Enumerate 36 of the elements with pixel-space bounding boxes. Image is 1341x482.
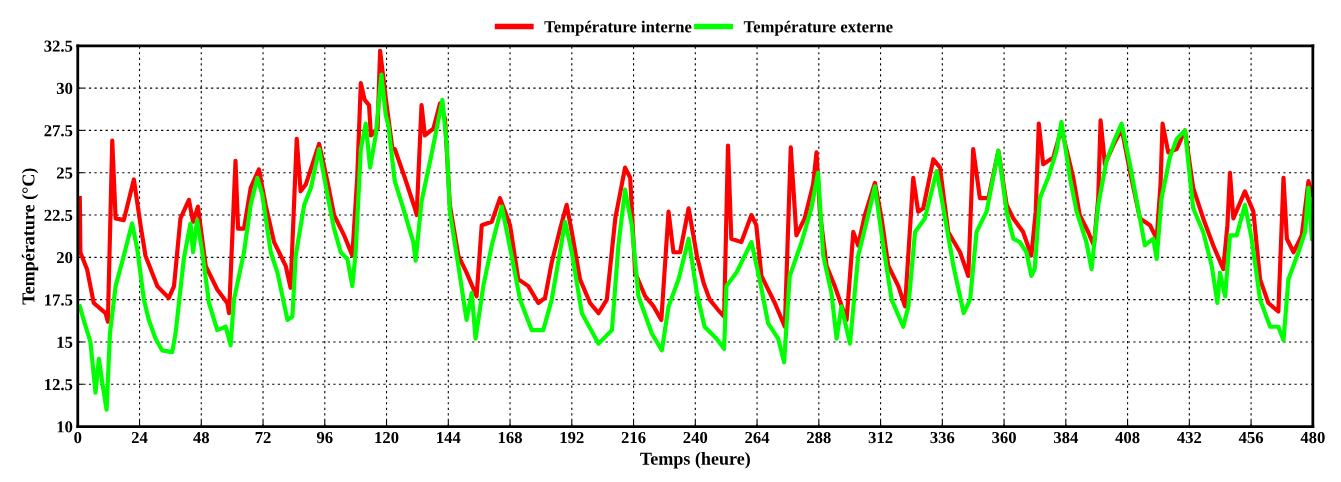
y-tick-label: 15 bbox=[57, 336, 73, 348]
x-tick-label: 48 bbox=[193, 431, 210, 444]
x-tick-label: 24 bbox=[131, 431, 148, 443]
x-tick-label: 336 bbox=[930, 431, 955, 444]
y-axis-title: Température (°C) bbox=[21, 168, 39, 305]
x-tick-label: 0 bbox=[74, 431, 82, 444]
y-tick-label: 25 bbox=[56, 167, 73, 179]
x-tick-label: 264 bbox=[745, 431, 770, 444]
x-tick-label: 144 bbox=[437, 431, 461, 443]
y-tick-label: 27.5 bbox=[44, 125, 73, 137]
x-tick-label: 96 bbox=[316, 431, 333, 444]
x-tick-label: 168 bbox=[498, 431, 522, 444]
x-tick-label: 312 bbox=[868, 431, 893, 444]
y-tick-label: 12.5 bbox=[45, 379, 73, 391]
x-tick-label: 480 bbox=[1300, 431, 1325, 444]
y-tick-label: 32.5 bbox=[44, 40, 73, 52]
x-tick-label: 288 bbox=[807, 431, 831, 444]
legend-label: Température externe bbox=[743, 20, 893, 36]
x-tick-label: 408 bbox=[1115, 431, 1140, 444]
x-tick-label: 360 bbox=[992, 431, 1016, 444]
x-tick-label: 432 bbox=[1177, 431, 1202, 444]
y-tick-label: 10 bbox=[57, 421, 73, 433]
x-axis-title: Temps (heure) bbox=[640, 452, 750, 469]
legend-label: Température interne bbox=[544, 20, 692, 36]
x-tick-label: 192 bbox=[560, 431, 584, 444]
y-tick-label: 30 bbox=[56, 82, 73, 95]
x-tick-label: 456 bbox=[1238, 431, 1264, 444]
line-series bbox=[77, 72, 1313, 412]
y-tick-label: 17.5 bbox=[45, 294, 73, 306]
x-tick-label: 240 bbox=[683, 431, 708, 444]
x-tick-label: 216 bbox=[621, 431, 646, 444]
x-tick-label: 384 bbox=[1053, 431, 1079, 444]
x-tick-label: 72 bbox=[255, 431, 271, 443]
y-tick-label: 22.5 bbox=[44, 209, 73, 222]
x-tick-label: 120 bbox=[375, 431, 399, 444]
y-tick-label: 20 bbox=[56, 252, 73, 264]
